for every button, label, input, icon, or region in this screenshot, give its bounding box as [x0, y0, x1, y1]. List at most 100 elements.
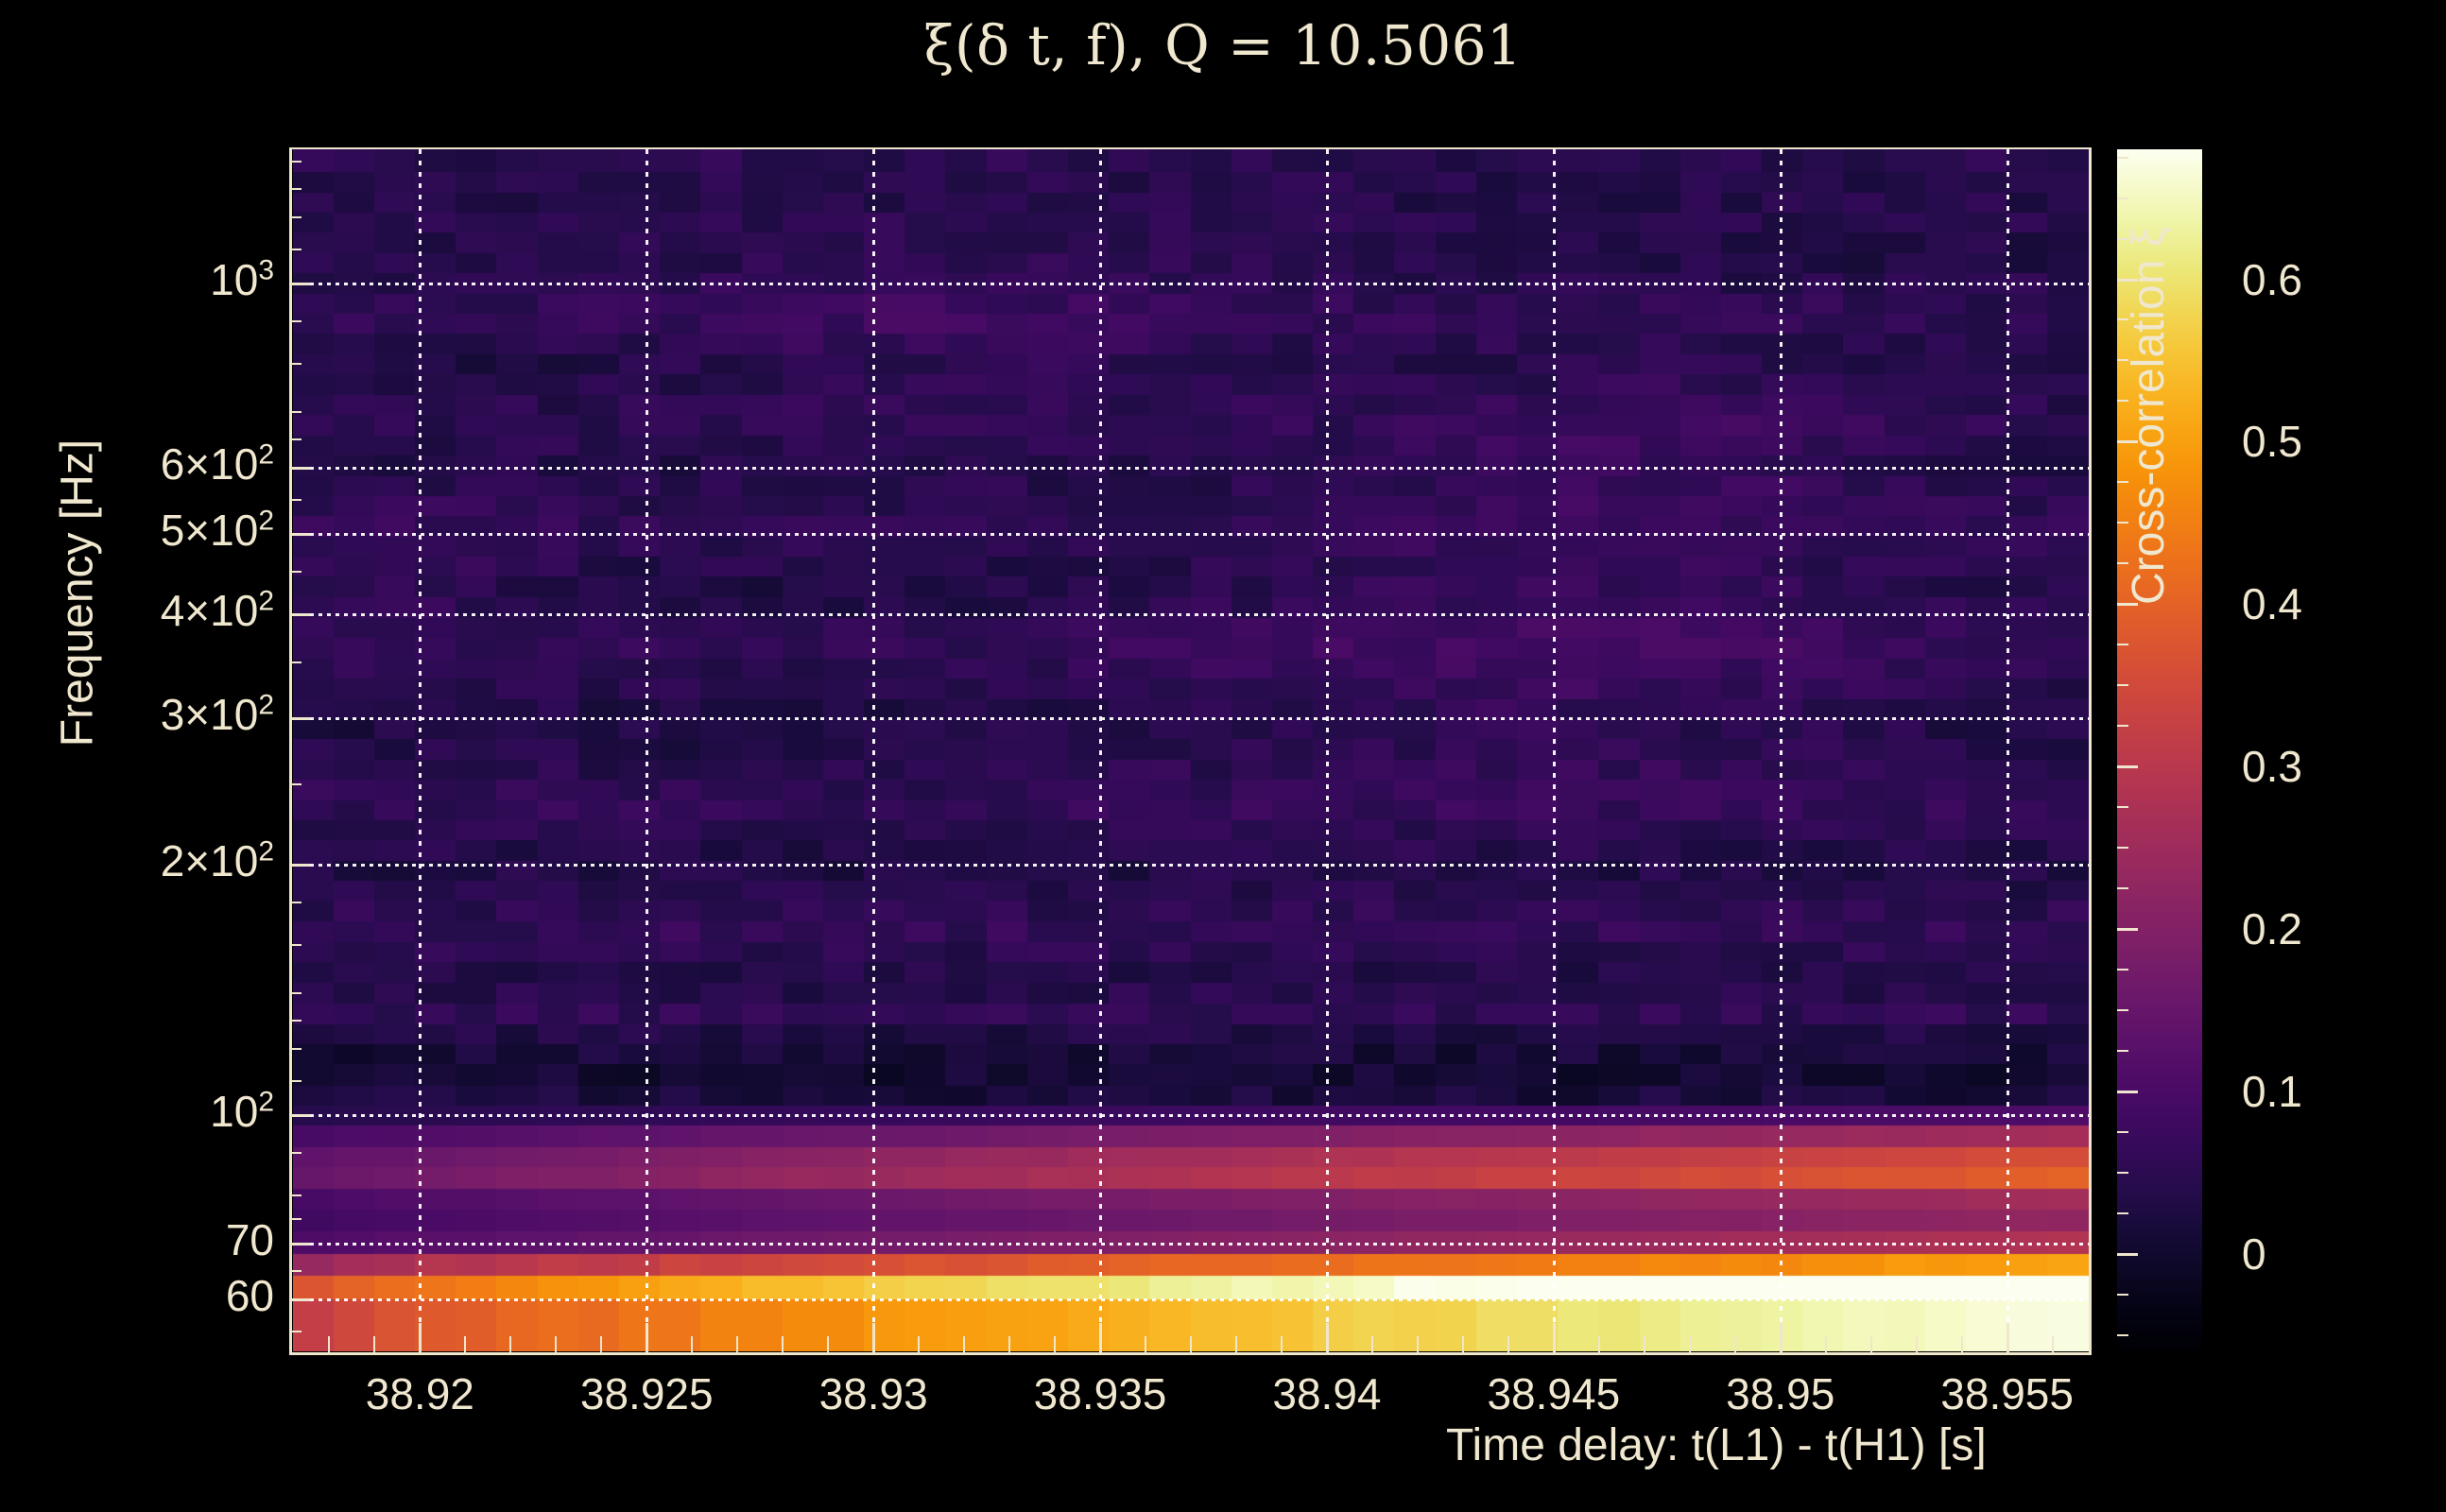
gridline-h-8 [293, 1298, 2089, 1302]
y-minor-tick-0 [289, 161, 301, 163]
y-minor-tick-15 [289, 1019, 301, 1022]
y-minor-tick-13 [289, 944, 301, 947]
x-minor-tick [1733, 1336, 1736, 1352]
y-minor-tick-14 [289, 992, 301, 995]
x-minor-tick [782, 1336, 784, 1352]
x-minor-tick [464, 1336, 467, 1352]
colorbar-tick-4 [2117, 603, 2138, 607]
x-tick-7 [2006, 1323, 2009, 1352]
y-minor-tick-6 [289, 411, 301, 414]
y-tick-5 [289, 864, 310, 868]
y-tick-label-0: 103 [210, 254, 274, 304]
x-minor-tick [555, 1336, 558, 1352]
x-axis-title: Time delay: t(L1) - t(H1) [s] [1446, 1420, 1987, 1470]
x-minor-tick [509, 1336, 512, 1352]
colorbar-minor-tick [2117, 237, 2128, 240]
colorbar-minor-tick [2117, 725, 2128, 728]
x-minor-tick [1008, 1336, 1011, 1352]
colorbar-minor-tick [2117, 197, 2128, 199]
colorbar-minor-tick [2117, 1009, 2128, 1012]
x-tick-2 [872, 1323, 876, 1352]
y-minor-tick-7 [289, 438, 301, 440]
y-tick-7 [289, 1243, 310, 1246]
colorbar-tick-2 [2117, 928, 2138, 932]
heatmap-plot-area[interactable] [293, 149, 2089, 1351]
gridline-v-3 [1099, 149, 1103, 1351]
y-minor-tick-2 [289, 216, 301, 219]
x-minor-tick [691, 1336, 694, 1352]
heatmap-canvas[interactable] [293, 149, 2089, 1351]
axis-frame-right [2089, 149, 2092, 1355]
y-minor-tick-10 [289, 662, 301, 664]
colorbar-tick-label-5: 0.5 [2242, 417, 2302, 467]
x-tick-label-4: 38.94 [1272, 1369, 1382, 1418]
x-minor-tick [600, 1336, 603, 1352]
y-tick-label-6: 102 [210, 1086, 274, 1137]
y-minor-tick-17 [289, 1079, 301, 1082]
y-minor-tick-12 [289, 902, 301, 904]
colorbar-tick-label-4: 0.4 [2242, 579, 2302, 629]
colorbar-minor-tick [2117, 562, 2128, 565]
gridline-v-4 [1325, 149, 1329, 1351]
axis-frame-left [289, 149, 292, 1355]
colorbar-tick-6 [2117, 278, 2138, 282]
colorbar-minor-tick [2117, 481, 2128, 484]
colorbar-title: Cross-correlation ξ [2124, 226, 2174, 605]
colorbar-minor-tick [2117, 644, 2128, 646]
colorbar-minor-tick [2117, 318, 2128, 321]
x-minor-tick [373, 1336, 376, 1352]
colorbar-minor-tick [2117, 1050, 2128, 1052]
y-minor-tick-8 [289, 498, 301, 501]
x-minor-tick [1643, 1336, 1645, 1352]
gridline-h-3 [293, 613, 2089, 617]
axis-frame-top [289, 147, 2092, 149]
gridline-h-6 [293, 1114, 2089, 1118]
x-minor-tick [1688, 1336, 1691, 1352]
colorbar[interactable] [2117, 149, 2202, 1351]
colorbar-minor-tick [2117, 1293, 2128, 1296]
gridline-h-2 [293, 532, 2089, 536]
y-minor-tick-19 [289, 1194, 301, 1197]
colorbar-minor-tick [2117, 1333, 2128, 1336]
y-axis-title: Frequency [Hz] [52, 438, 103, 747]
colorbar-minor-tick [2117, 522, 2128, 524]
gridline-v-2 [872, 149, 876, 1351]
colorbar-minor-tick [2117, 806, 2128, 809]
x-minor-tick [1416, 1336, 1419, 1352]
gridline-v-7 [2006, 149, 2009, 1351]
gridline-h-4 [293, 717, 2089, 721]
x-minor-tick [1370, 1336, 1373, 1352]
x-tick-1 [646, 1323, 649, 1352]
y-minor-tick-5 [289, 363, 301, 366]
x-minor-tick [963, 1336, 966, 1352]
y-minor-tick-20 [289, 1218, 301, 1221]
y-tick-label-7: 70 [225, 1215, 274, 1265]
x-tick-label-2: 38.93 [818, 1369, 928, 1418]
x-minor-tick [1597, 1336, 1600, 1352]
gridline-v-1 [646, 149, 649, 1351]
colorbar-minor-tick [2117, 400, 2128, 403]
y-tick-2 [289, 532, 310, 536]
colorbar-tick-label-0: 0 [2242, 1228, 2266, 1279]
x-tick-label-5: 38.945 [1487, 1369, 1621, 1418]
colorbar-minor-tick [2117, 1211, 2128, 1214]
x-minor-tick [827, 1336, 830, 1352]
x-tick-4 [1325, 1323, 1329, 1352]
y-minor-tick-18 [289, 1152, 301, 1155]
y-tick-label-1: 6×102 [160, 438, 274, 490]
x-minor-tick [1824, 1336, 1827, 1352]
y-tick-label-2: 5×102 [160, 505, 274, 555]
x-tick-label-6: 38.95 [1726, 1369, 1835, 1418]
y-minor-tick-3 [289, 248, 301, 250]
y-tick-label-8: 60 [225, 1271, 274, 1321]
y-minor-tick-21 [289, 1269, 301, 1272]
x-minor-tick [2051, 1336, 2054, 1352]
x-minor-tick [1054, 1336, 1057, 1352]
y-tick-4 [289, 717, 310, 721]
colorbar-minor-tick [2117, 156, 2128, 159]
x-minor-tick [1190, 1336, 1192, 1352]
y-minor-tick-16 [289, 1048, 301, 1051]
y-tick-3 [289, 613, 310, 617]
gridline-h-0 [293, 283, 2089, 285]
